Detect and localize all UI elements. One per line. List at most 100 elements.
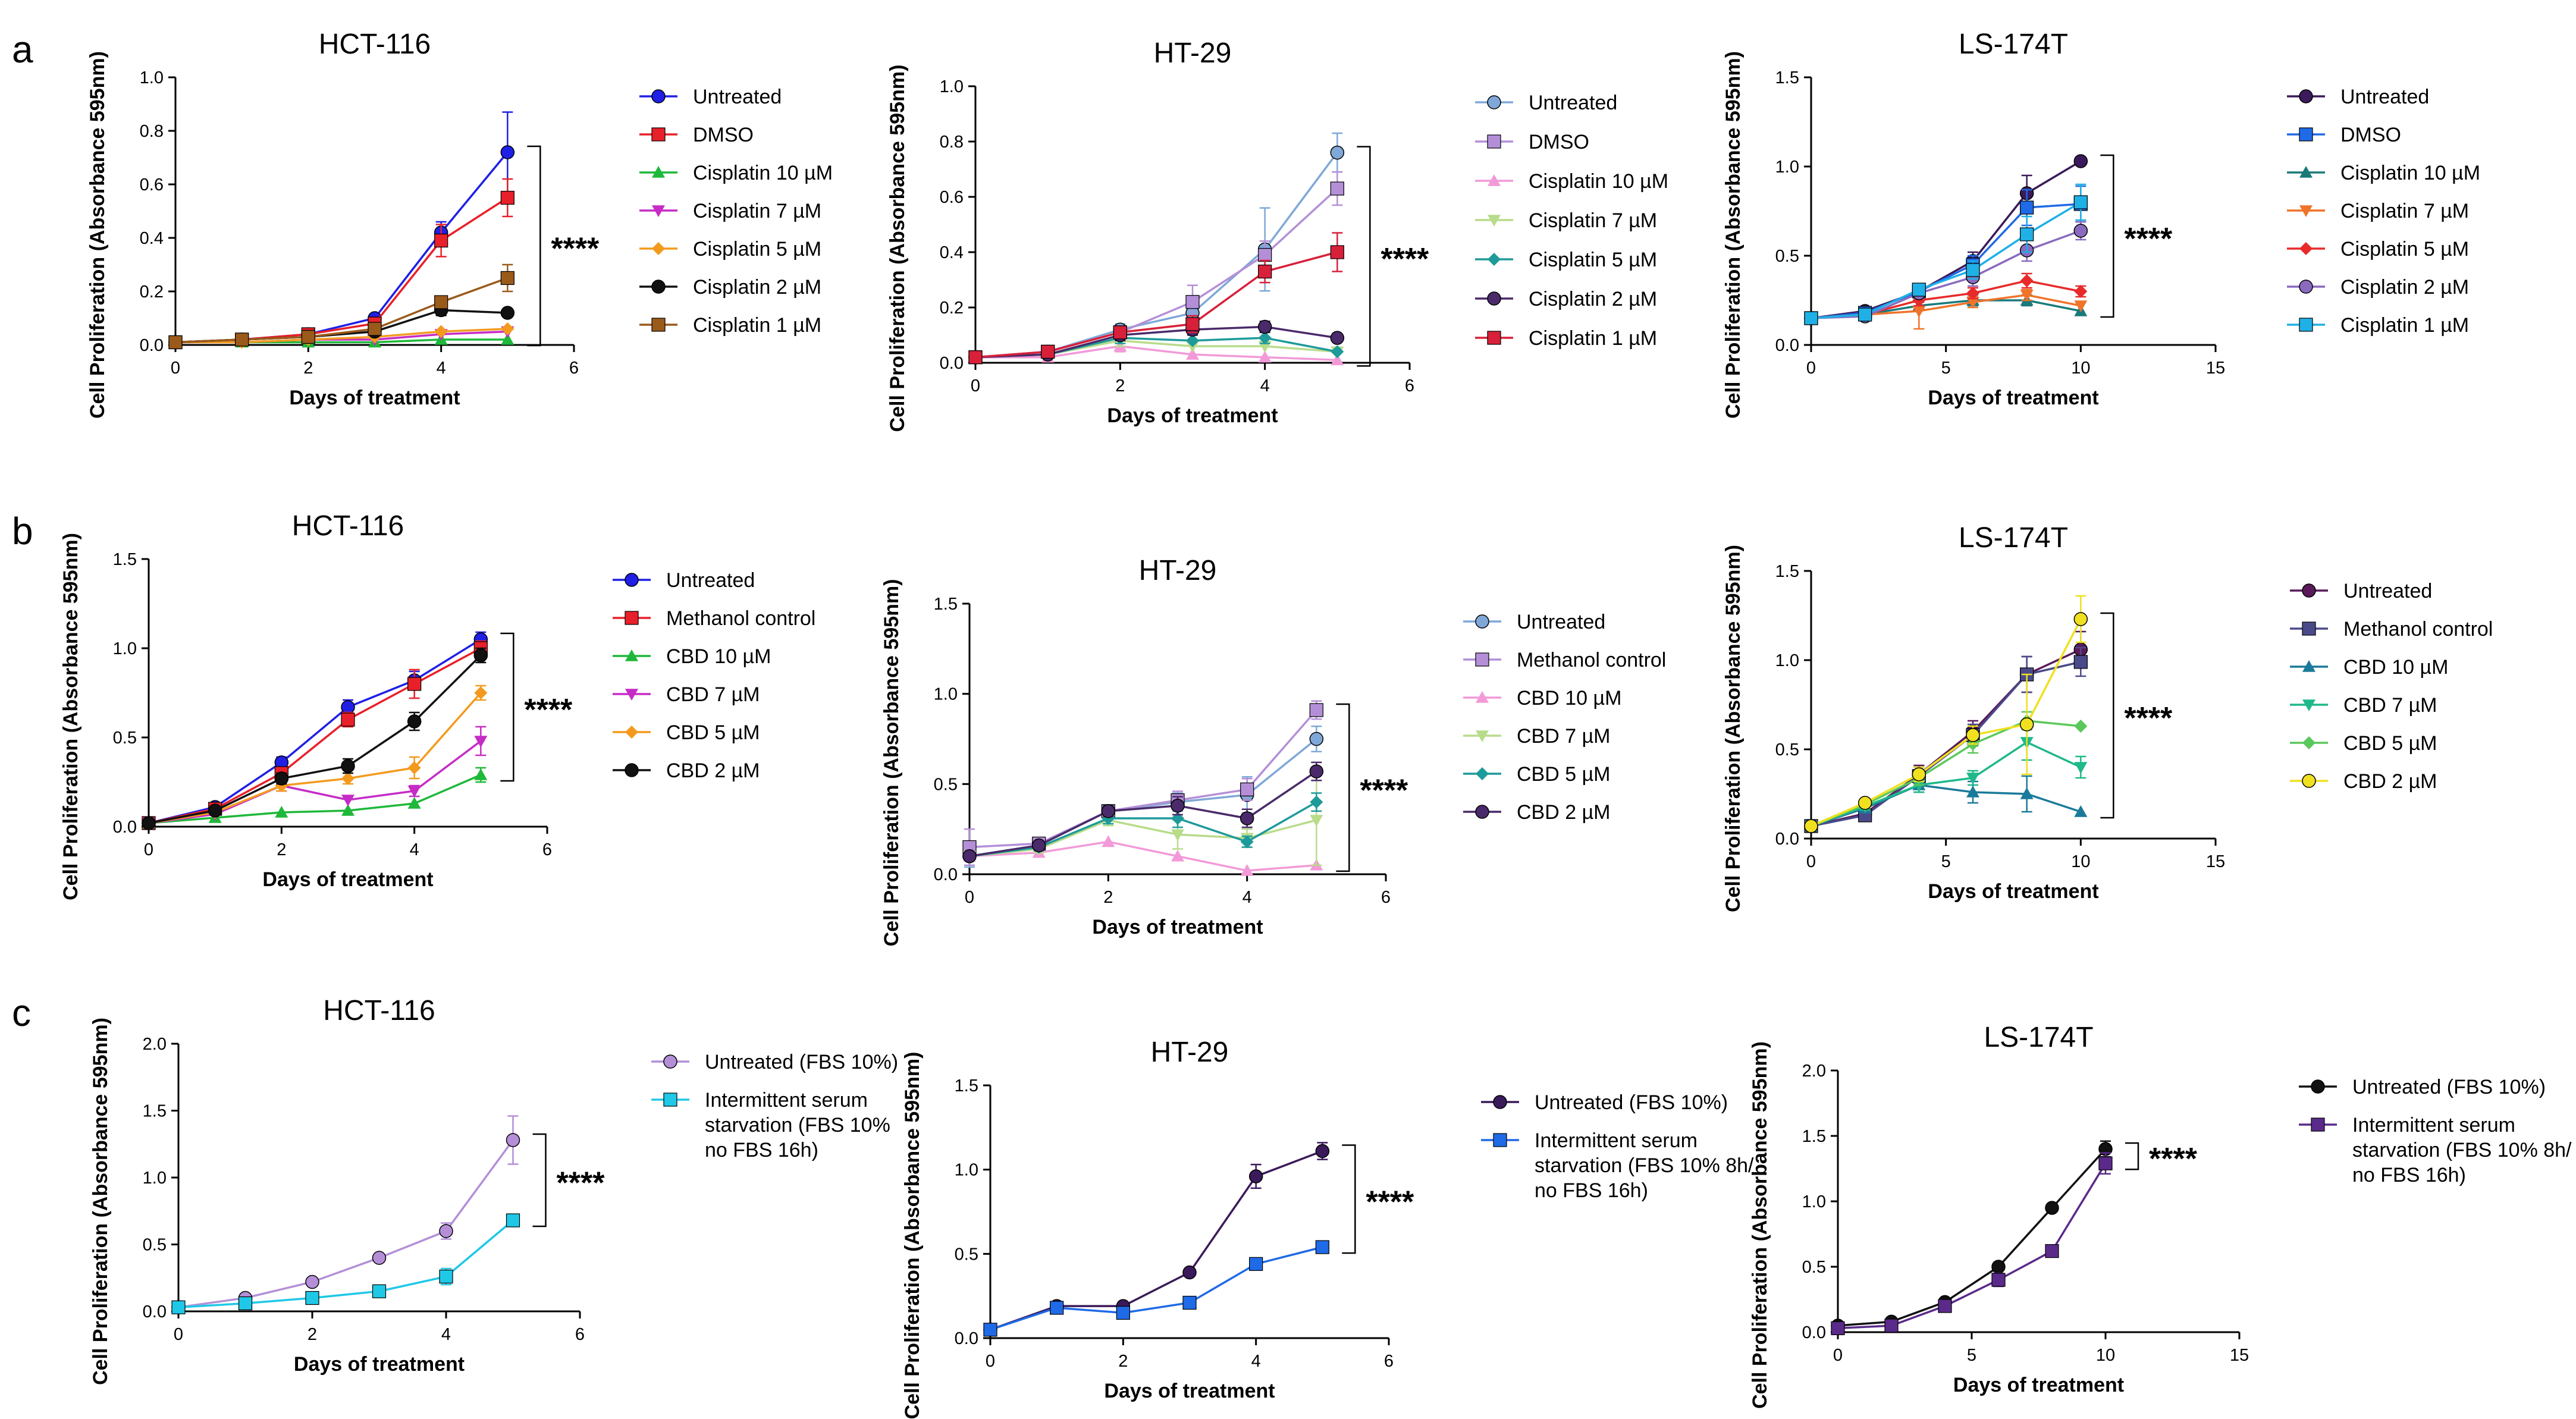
legend-entry: Cisplatin 2 µM — [1475, 288, 1657, 310]
legend-entry: CBD 5 µM — [2290, 732, 2437, 755]
series-line — [975, 325, 1338, 359]
legend-entry: Untreated — [1475, 92, 1617, 114]
legend-marker — [1475, 652, 1489, 667]
legend-entry: Cisplatin 1 µM — [2287, 314, 2469, 337]
series-line — [1811, 203, 2081, 319]
legend-entry: Cisplatin 2 µM — [2287, 276, 2469, 299]
legend-marker — [1493, 1095, 1507, 1109]
x-tick-label: 4 — [1251, 1352, 1261, 1371]
data-point — [2074, 285, 2088, 298]
legend-label: Cisplatin 7 µM — [2340, 200, 2469, 222]
y-axis-label: Cell Proliferation (Absorbance 595nm) — [901, 1052, 924, 1419]
data-point — [305, 1291, 319, 1305]
series-5 — [1804, 221, 2088, 325]
y-axis-label: Cell Proliferation (Absorbance 595nm) — [886, 65, 909, 432]
data-point — [1248, 1169, 1263, 1183]
chart-a-hct-116: HCT-116 0.0 0.2 0.4 0.6 0.8 1.0 0 2 4 6 Days of tre… — [86, 29, 833, 419]
significance-bracket — [500, 632, 514, 782]
legend-entry: CBD 7 µM — [613, 683, 760, 706]
legend-entry: Cisplatin 7 µM — [2287, 200, 2469, 222]
data-point — [1186, 334, 1199, 347]
data-point — [439, 1269, 453, 1284]
legend-marker — [652, 242, 665, 255]
data-point — [1182, 1265, 1197, 1280]
series-0 — [142, 631, 488, 830]
x-tick-label: 4 — [441, 1325, 451, 1344]
series-0 — [1804, 630, 2088, 833]
legend-marker — [1475, 614, 1489, 629]
y-tick-label: 0.6 — [140, 175, 164, 194]
y-tick-label: 0.8 — [140, 122, 164, 141]
x-axis-label: Days of treatment — [289, 387, 460, 409]
x-axis-label: Days of treatment — [1928, 387, 2098, 409]
data-point — [407, 714, 422, 729]
series-1 — [983, 1240, 1329, 1337]
series-5 — [142, 647, 488, 830]
series-line — [175, 328, 508, 344]
data-point — [1330, 145, 1345, 160]
series-line — [969, 738, 1317, 858]
data-point — [1310, 795, 1323, 809]
legend-label: Cisplatin 2 µM — [2340, 276, 2469, 299]
legend-label: CBD 5 µM — [1517, 763, 1611, 786]
legend-marker — [663, 1092, 677, 1107]
significance-bracket — [532, 1133, 547, 1228]
data-point — [2073, 195, 2088, 209]
series-line — [1811, 784, 2081, 827]
data-point — [1258, 331, 1272, 345]
data-point — [2073, 224, 2088, 238]
x-tick-label: 0 — [971, 376, 980, 395]
legend-entry: Cisplatin 7 µM — [1475, 209, 1657, 232]
y-tick-label: 1.5 — [113, 550, 137, 569]
legend-entry: Cisplatin 5 µM — [2287, 238, 2469, 260]
data-point — [1991, 1260, 2006, 1274]
data-point — [1804, 819, 1818, 833]
series-line — [148, 774, 482, 824]
y-tick-label: 1.5 — [1802, 1127, 1826, 1146]
legend-label-line: no FBS 16h) — [705, 1139, 818, 1161]
data-point — [1331, 345, 1344, 359]
data-point — [301, 329, 315, 344]
series-line — [990, 1150, 1323, 1331]
data-point — [407, 786, 421, 798]
x-tick-label: 6 — [575, 1325, 585, 1344]
data-point — [1171, 829, 1184, 842]
data-point — [439, 1224, 453, 1238]
data-point — [1240, 864, 1254, 876]
data-point — [1186, 348, 1199, 360]
y-tick-label: 1.0 — [143, 1169, 167, 1188]
legend-label: CBD 10 µM — [1517, 687, 1621, 710]
legend-marker — [2299, 89, 2313, 103]
series-line — [1811, 230, 2081, 319]
chart-title: HCT-116 — [323, 995, 435, 1026]
y-tick-label: 2.0 — [143, 1035, 167, 1054]
legend-marker — [1476, 730, 1489, 742]
significance-label: **** — [2149, 1142, 2198, 1176]
data-point — [1884, 1318, 1899, 1333]
y-tick-label: 1.0 — [955, 1161, 978, 1180]
data-point — [407, 677, 422, 691]
chart-b-hct-116: HCT-116 0.0 0.5 1.0 1.5 0 2 4 6 Days of treatment… — [59, 510, 815, 900]
y-tick-label: 0.2 — [140, 282, 164, 302]
data-point — [2074, 720, 2088, 733]
significance-label: **** — [2124, 222, 2173, 256]
data-point — [434, 325, 448, 338]
legend-label: Cisplatin 10 µM — [693, 162, 833, 184]
x-tick-label: 2 — [308, 1325, 317, 1344]
x-axis-label: Days of treatment — [294, 1353, 465, 1376]
data-point — [2074, 762, 2088, 774]
legend-label: Cisplatin 5 µM — [2340, 238, 2469, 260]
legend-label: CBD 10 µM — [666, 645, 771, 668]
legend-marker — [1476, 691, 1489, 703]
legend-label: Cisplatin 1 µM — [1529, 327, 1657, 350]
data-point — [506, 1133, 520, 1147]
legend-marker — [625, 689, 638, 701]
y-tick-label: 0.5 — [113, 729, 137, 748]
data-point — [235, 332, 249, 347]
y-tick-label: 2.0 — [1802, 1062, 1826, 1081]
data-point — [1249, 1257, 1263, 1271]
data-point — [341, 795, 354, 806]
significance-bracket — [2100, 612, 2114, 819]
legend-entry: CBD 10 µM — [1463, 687, 1621, 710]
series-line — [1837, 1163, 2107, 1330]
